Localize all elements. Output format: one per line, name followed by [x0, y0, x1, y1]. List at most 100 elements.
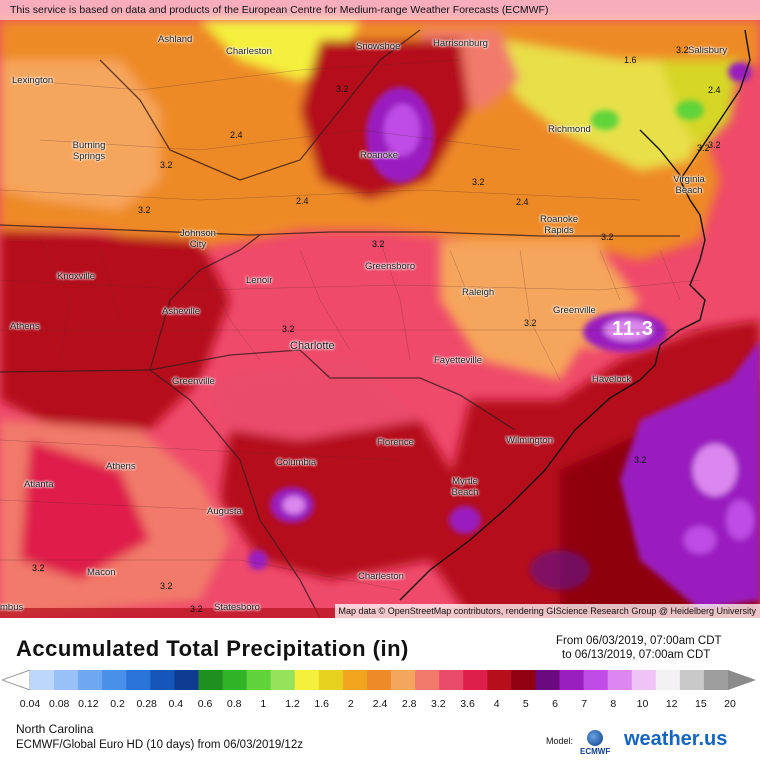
scale-tick-label: 0.6	[197, 698, 213, 710]
contour-label: 2.4	[708, 85, 721, 95]
scale-tick-label: 0.12	[78, 698, 99, 710]
city-label: Statesboro	[214, 602, 260, 613]
city-label: Myrtle Beach	[451, 476, 479, 498]
scale-swatch	[439, 670, 464, 690]
scale-tick-label: 2.8	[401, 698, 417, 710]
scale-tick-label: 5	[522, 698, 529, 710]
scale-tick-label: 3.2	[431, 698, 446, 710]
city-label: Lenoir	[246, 275, 273, 286]
city-label: mbus	[0, 602, 24, 613]
city-label: Salisbury	[688, 45, 728, 56]
globe-icon	[587, 730, 604, 746]
scale-tick-label: 0.4	[168, 698, 184, 710]
city-label: Burning Springs	[72, 140, 106, 162]
precipitation-map[interactable]: This service is based on data and produc…	[0, 0, 760, 618]
contour-label: 3.2	[336, 84, 349, 94]
city-label: Macon	[87, 567, 116, 578]
contour-label: 3.2	[190, 604, 203, 614]
contour-label: 3.2	[372, 239, 385, 249]
city-label: Roanoke Rapids	[539, 214, 579, 236]
contour-label: 2.4	[516, 197, 529, 207]
scale-tick-label: 0.2	[110, 698, 125, 710]
scale-tick-label: 0.28	[136, 698, 157, 710]
scale-tick-label: 10	[636, 698, 649, 710]
city-label: Athens	[10, 321, 40, 332]
date-from: From 06/03/2019, 07:00am CDT	[556, 635, 722, 647]
city-label: Asheville	[162, 306, 201, 317]
scale-tick-label: 1	[260, 698, 267, 710]
legend-title: Accumulated Total Precipitation (in)	[16, 636, 409, 661]
city-label: Lexington	[12, 75, 54, 86]
scale-swatch	[342, 670, 368, 690]
scale-max-arrow	[728, 670, 756, 690]
color-scale-bar	[2, 670, 756, 690]
city-label: Havelock	[592, 374, 632, 385]
scale-tick-label: 15	[694, 698, 707, 710]
weather-us-logo[interactable]: weather.us	[624, 728, 728, 750]
scale-tick-label: 8	[610, 698, 617, 710]
contour-label: 3.2	[160, 581, 173, 591]
city-label: Greensboro	[365, 261, 416, 272]
scale-tick-label: 1.2	[285, 698, 300, 710]
ecmwf-logo: ECMWF	[580, 730, 610, 756]
scale-tick-label: 7	[581, 698, 588, 710]
scale-swatch	[222, 670, 248, 690]
map-attribution[interactable]: Map data © OpenStreetMap contributors, r…	[334, 604, 760, 618]
city-label: Charleston	[226, 46, 272, 57]
map-canvas	[0, 0, 760, 618]
scale-swatch	[30, 670, 55, 690]
contour-label: 3.2	[697, 143, 710, 153]
scale-swatch	[535, 670, 561, 690]
contour-label: 3.2	[160, 160, 173, 170]
contour-label: 3.2	[138, 205, 151, 215]
scale-swatch	[198, 670, 224, 690]
scale-tick-label: 0.04	[19, 698, 41, 710]
contour-label: 3.2	[634, 455, 647, 465]
contour-label: 3.2	[601, 232, 614, 242]
scale-swatch	[559, 670, 585, 690]
scale-swatch	[391, 670, 416, 690]
scale-tick-label: 20	[724, 698, 736, 710]
scale-tick-label: 4	[493, 698, 500, 710]
contour-label: 3.2	[32, 563, 45, 573]
region-name: North Carolina	[16, 722, 94, 736]
scale-swatch	[679, 670, 705, 690]
city-label: Greenville	[553, 305, 596, 316]
city-label: Snowshoe	[356, 41, 401, 52]
contour-label: 2.4	[296, 196, 309, 206]
contour-label: 1.6	[624, 55, 637, 65]
contour-label: 3.2	[472, 177, 485, 187]
scale-swatch	[366, 670, 392, 690]
city-label: Johnson City	[180, 228, 216, 250]
scale-tick-label: 1.6	[314, 698, 329, 710]
scale-swatch	[607, 670, 633, 690]
scale-swatch	[54, 670, 79, 690]
scale-tick-label: 0.08	[48, 698, 70, 710]
scale-swatch	[415, 670, 440, 690]
scale-swatch	[583, 670, 609, 690]
city-label: Harrisonburg	[433, 38, 488, 49]
scale-swatch	[631, 670, 657, 690]
scale-tick-label: 12	[665, 698, 678, 710]
city-label: Augusta	[207, 506, 242, 517]
contour-label: 2.4	[230, 130, 243, 140]
scale-tick-label: 6	[552, 698, 558, 710]
valid-dates: From 06/03/2019, 07:00am CDT to 06/13/20…	[556, 634, 722, 662]
scale-swatch	[246, 670, 272, 690]
date-to: to 06/13/2019, 07:00am CDT	[562, 649, 711, 661]
scale-tick-label: 2	[347, 698, 354, 710]
scale-swatch	[270, 670, 296, 690]
city-label: Charleston	[358, 571, 404, 582]
scale-swatch	[463, 670, 488, 690]
model-label: Model:	[546, 736, 574, 746]
city-label: Raleigh	[462, 287, 495, 298]
scale-swatch	[511, 670, 536, 690]
color-scale-ticks: 0.04 0.08 0.12 0.2 0.28 0.4 0.6 0.8 1 1.2 1.6 2 2.4 2…	[0, 698, 760, 712]
city-label: Columbia	[276, 457, 317, 468]
legend-panel: Accumulated Total Precipitation (in) Fro…	[0, 618, 760, 760]
max-precip-label: 11.3	[612, 318, 654, 340]
scale-swatch	[174, 670, 199, 690]
contour-label: 3.2	[282, 324, 295, 334]
scale-swatch	[78, 670, 103, 690]
scale-swatch	[318, 670, 344, 690]
